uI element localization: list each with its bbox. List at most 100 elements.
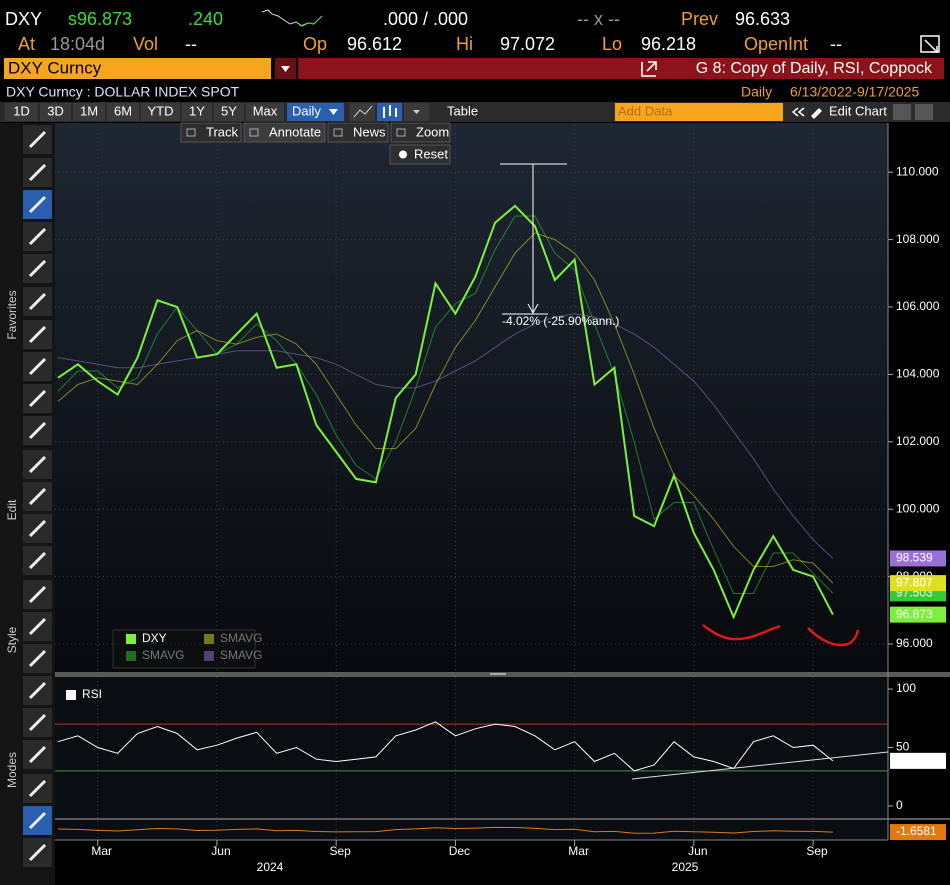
- tool-glyph: [28, 843, 47, 862]
- tool-button[interactable]: [180, 122, 242, 143]
- time-value: 18:04d: [50, 34, 105, 54]
- y-tick-label: 100.000: [896, 501, 940, 515]
- reset-button[interactable]: [389, 144, 451, 165]
- tool-glyph: [28, 227, 47, 246]
- tool-button[interactable]: [390, 122, 451, 143]
- chart-type-icons[interactable]: [350, 103, 429, 121]
- measure-label: -4.02% (-25.90%ann.): [502, 314, 619, 328]
- legend-label: DXY: [142, 631, 167, 645]
- moving-average-line: [57, 215, 834, 594]
- y-tick-label: 102.000: [896, 434, 940, 448]
- edit-chart-button[interactable]: Edit Chart: [829, 103, 887, 118]
- price-flag-label: 98.539: [896, 551, 933, 565]
- frequency-arrow: [329, 109, 338, 115]
- popout-icon[interactable]: [920, 35, 940, 53]
- period-button[interactable]: [182, 103, 212, 121]
- tool-glyph: [28, 195, 47, 214]
- period-label: Max: [253, 103, 278, 118]
- period-label: 1D: [13, 103, 30, 118]
- legend-box: [112, 629, 256, 669]
- time-label: At: [18, 34, 35, 54]
- drawing: [807, 627, 860, 647]
- tool-glyph: [28, 357, 47, 376]
- legend-swatch: [126, 651, 136, 661]
- add-data-field[interactable]: [615, 103, 783, 121]
- tool-label: Zoom: [416, 124, 449, 139]
- table-button[interactable]: Table: [447, 103, 478, 118]
- tool-button[interactable]: [327, 122, 389, 143]
- link-icon[interactable]: [641, 61, 657, 77]
- sidebar-group: Modes: [5, 752, 19, 788]
- y-tick-label: 110.000: [896, 164, 939, 178]
- y-tick-label: 50: [896, 740, 910, 754]
- settings-button[interactable]: [915, 104, 933, 120]
- options-button[interactable]: [893, 104, 911, 120]
- series-line: [57, 826, 833, 834]
- tool-label: Annotate: [269, 124, 321, 139]
- tool-glyph: [28, 421, 47, 440]
- y-tick-label: 104.000: [896, 367, 940, 381]
- x-tick-label: Sep: [330, 844, 352, 858]
- vol-value: --: [185, 34, 197, 54]
- year-label: 2024: [257, 860, 284, 874]
- tool-glyph: [28, 713, 47, 732]
- period-button[interactable]: [107, 103, 139, 121]
- period-button[interactable]: [214, 103, 244, 121]
- tool-icon: [186, 128, 196, 137]
- sparkline-tail: [299, 15, 323, 27]
- coppock-pane: [55, 820, 888, 840]
- period-label: 5Y: [221, 103, 237, 118]
- x-tick-label: Mar: [91, 844, 112, 858]
- tool-button[interactable]: [243, 122, 326, 143]
- tool-glyph: [28, 585, 47, 604]
- rsi-flag: [890, 752, 946, 769]
- period-button[interactable]: [5, 103, 38, 121]
- x-tick-label: Dec: [449, 844, 470, 858]
- period-button[interactable]: [73, 103, 105, 121]
- security-field[interactable]: [4, 58, 271, 79]
- high-label: Hi: [456, 34, 473, 54]
- pane-grip[interactable]: [490, 673, 506, 675]
- function-title: G 8: Copy of Daily, RSI, Coppock: [696, 60, 933, 77]
- tool-glyph: [28, 455, 47, 474]
- price-flag-label: 96.873: [896, 607, 933, 621]
- rsi-pane: [55, 677, 888, 818]
- period-button[interactable]: [141, 103, 180, 121]
- moving-average-line: [57, 313, 834, 559]
- security-name: DXY Curncy: [8, 58, 102, 77]
- prev-value: 96.633: [735, 9, 790, 29]
- price-flag: [890, 575, 946, 592]
- x-tick-label: Sep: [806, 844, 828, 858]
- open-value: 96.612: [347, 34, 402, 54]
- tool-glyph: [28, 487, 47, 506]
- series-line: [57, 204, 834, 620]
- function-bar: [298, 58, 944, 79]
- period-button[interactable]: [246, 103, 284, 121]
- period-label: 6M: [114, 103, 132, 118]
- measure-annotation: [500, 163, 567, 315]
- period-label: 3D: [47, 103, 64, 118]
- tool-icon: [396, 128, 406, 137]
- y-tick-label: 0: [896, 798, 903, 812]
- tool-glyph: [28, 292, 47, 311]
- bid-ask: .000 / .000: [383, 9, 468, 29]
- tool-glyph: [28, 779, 47, 798]
- tool-glyph: [28, 163, 47, 182]
- tool-label: Track: [206, 124, 239, 139]
- tool-icon: [333, 128, 343, 137]
- trend-line: [631, 751, 889, 780]
- collapse-icon[interactable]: [791, 107, 805, 117]
- price-flag: [890, 550, 946, 567]
- frequency-button[interactable]: [287, 103, 344, 121]
- period-button[interactable]: [40, 103, 71, 121]
- tool-glyph: [28, 745, 47, 764]
- tool-glyph: [28, 259, 47, 278]
- rsi-flag-label: 38.5662: [894, 753, 938, 767]
- tool-glyph: [28, 811, 47, 830]
- open-interest-value: --: [830, 34, 842, 54]
- tool-icon: [249, 128, 259, 137]
- legend-label: SMAVG: [142, 648, 184, 662]
- period-label: 1M: [80, 103, 98, 118]
- legend-label: SMAVG: [220, 648, 262, 662]
- sidebar-group: Edit: [5, 499, 19, 520]
